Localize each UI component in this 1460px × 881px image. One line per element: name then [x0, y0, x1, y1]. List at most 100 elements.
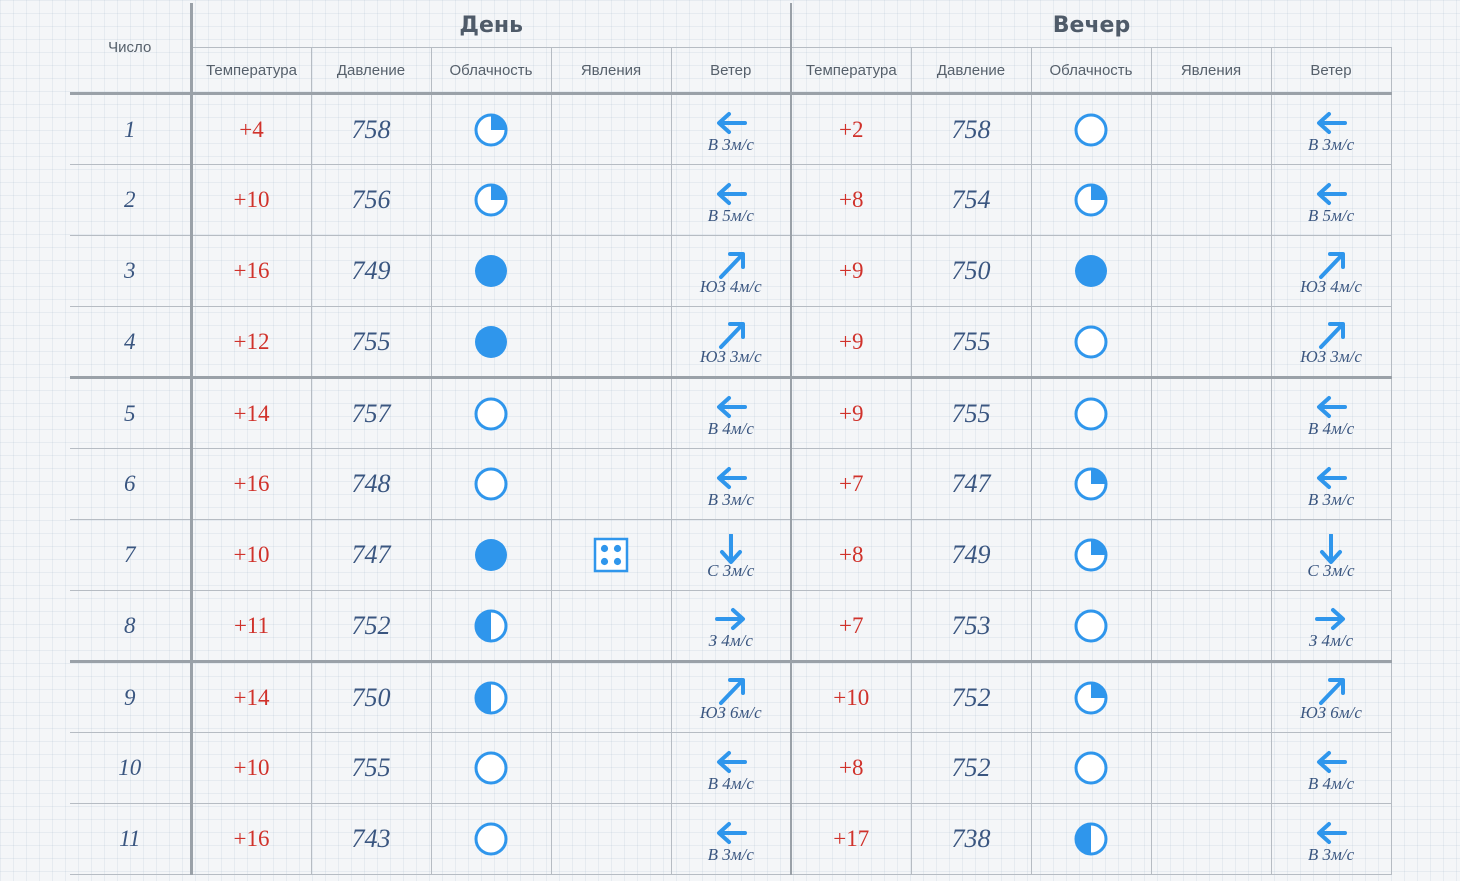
day-temperature-header: Температура: [190, 47, 312, 95]
day-temperature: +10: [190, 519, 312, 591]
cloud-full-icon: [432, 538, 551, 572]
arrow-up-right-icon: [1272, 250, 1391, 280]
day-pressure: 755: [310, 732, 432, 804]
cloud-quarter-icon: [1032, 538, 1151, 572]
date-number: 11: [70, 803, 193, 875]
table-row: 9 +14 750 ЮЗ 6м/с +10 752 ЮЗ 6м/с: [70, 660, 1392, 733]
evening-temperature: +9: [790, 376, 912, 449]
wind-label: В 3м/с: [1307, 135, 1355, 154]
evening-temperature: +10: [790, 660, 912, 733]
evening-pressure: 749: [910, 519, 1032, 591]
evening-pressure: 755: [910, 376, 1032, 449]
evening-cloudiness: [1030, 519, 1152, 591]
table-row: 10 +10 755 В 4м/с +8 752 В 4м/с: [70, 732, 1392, 804]
evening-temperature: +2: [790, 93, 912, 165]
day-temperature: +4: [190, 93, 312, 165]
evening-temperature: +9: [790, 235, 912, 307]
cloud-clear-icon: [1032, 609, 1151, 643]
wind-label: В 5м/с: [1307, 205, 1355, 225]
evening-pressure: 752: [910, 732, 1032, 804]
evening-wind: ЮЗ 6м/с: [1270, 660, 1392, 733]
day-pressure: 755: [310, 306, 432, 378]
evening-wind: В 3м/с: [1270, 803, 1392, 875]
weather-log-table: Число День Вечер Температура Давление Об…: [70, 3, 1392, 875]
evening-wind: З 4м/с: [1270, 590, 1392, 662]
date-number: 1: [70, 93, 193, 165]
cloud-clear-icon: [432, 751, 551, 785]
wind-label: ЮЗ 3м/с: [699, 347, 762, 366]
day-pressure: 747: [310, 519, 432, 591]
day-wind: В 3м/с: [670, 93, 792, 165]
cloud-clear-icon: [432, 397, 551, 431]
evening-cloudiness: [1030, 803, 1152, 875]
day-phenomena: [550, 590, 672, 662]
table-row: 8 +11 752 З 4м/с +7 753 З 4м/с: [70, 590, 1392, 662]
day-cloudiness: [430, 376, 552, 449]
evening-phenomena: [1150, 803, 1272, 875]
day-cloudiness: [430, 803, 552, 875]
date-number: 6: [70, 448, 193, 520]
evening-phenomena-header: Явления: [1150, 47, 1272, 95]
wind-label: В 3м/с: [707, 135, 754, 154]
evening-temperature: +9: [790, 306, 912, 378]
evening-wind: ЮЗ 3м/с: [1270, 306, 1392, 378]
wind-label: С 3м/с: [707, 560, 755, 580]
day-wind: ЮЗ 6м/с: [670, 660, 792, 733]
wind-label: В 3м/с: [707, 489, 754, 509]
evening-cloudiness-header: Облачность: [1030, 47, 1152, 95]
cloud-clear-icon: [1032, 397, 1151, 431]
arrow-right-icon: [1272, 604, 1391, 634]
wind-label: ЮЗ 6м/с: [1300, 703, 1362, 722]
day-wind: ЮЗ 4м/с: [670, 235, 792, 307]
day-wind: В 4м/с: [670, 732, 792, 804]
wind-label: В 4м/с: [707, 419, 754, 438]
day-phenomena: [550, 376, 672, 449]
table-row: 11 +16 743 В 3м/с +17 738 В 3м/с: [70, 803, 1392, 875]
evening-temperature: +7: [790, 448, 912, 520]
wind-label: В 4м/с: [707, 773, 754, 793]
evening-wind: С 3м/с: [1270, 519, 1392, 591]
cloud-full-icon: [1032, 254, 1151, 288]
day-wind: В 3м/с: [670, 448, 792, 520]
evening-cloudiness: [1030, 376, 1152, 449]
evening-phenomena: [1150, 93, 1272, 165]
table-body: 1 +4 758 В 3м/с +2 758 В 3м/с 2 +10 756 В 5м/…: [70, 93, 1392, 875]
arrow-up-right-icon: [672, 320, 791, 350]
day-phenomena-header: Явления: [550, 47, 672, 95]
day-temperature: +12: [190, 306, 312, 378]
wind-label: В 5м/с: [707, 205, 754, 225]
evening-temperature-header: Температура: [790, 47, 912, 95]
cloud-clear-icon: [1032, 113, 1151, 147]
day-temperature: +16: [190, 235, 312, 307]
wind-label: В 3м/с: [1307, 489, 1355, 509]
arrow-left-icon: [672, 818, 791, 848]
evening-cloudiness: [1030, 448, 1152, 520]
cloud-quarter-icon: [432, 183, 551, 217]
day-phenomena: [550, 660, 672, 733]
day-temperature: +10: [190, 164, 312, 236]
cloud-half-icon: [432, 609, 551, 643]
day-phenomena: [550, 519, 672, 591]
day-temperature: +14: [190, 660, 312, 733]
day-cloudiness: [430, 93, 552, 165]
wind-label: В 4м/с: [1307, 419, 1355, 438]
cloud-clear-icon: [432, 467, 551, 501]
arrow-left-icon: [1272, 747, 1391, 777]
evening-temperature: +17: [790, 803, 912, 875]
evening-pressure: 758: [910, 93, 1032, 165]
evening-cloudiness: [1030, 93, 1152, 165]
day-pressure: 743: [310, 803, 432, 875]
cloud-half-icon: [432, 681, 551, 715]
wind-label: ЮЗ 4м/с: [699, 276, 762, 296]
evening-wind: В 3м/с: [1270, 448, 1392, 520]
evening-cloudiness: [1030, 732, 1152, 804]
arrow-left-icon: [672, 108, 791, 138]
day-pressure: 752: [310, 590, 432, 662]
day-group-header: День: [190, 3, 792, 48]
day-wind: В 4м/с: [670, 376, 792, 449]
arrow-left-icon: [1272, 818, 1391, 848]
arrow-up-right-icon: [1272, 676, 1391, 706]
date-number: 8: [70, 590, 193, 662]
cloud-quarter-icon: [1032, 467, 1151, 501]
evening-phenomena: [1150, 519, 1272, 591]
